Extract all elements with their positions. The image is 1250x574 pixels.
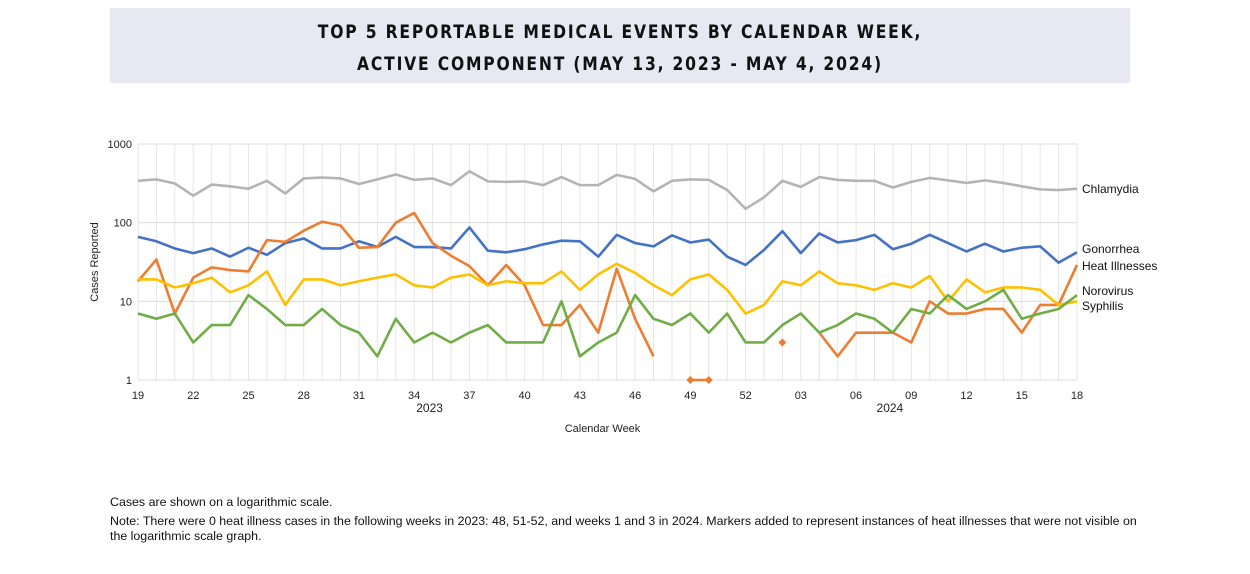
x-tick-label: 52 <box>739 390 751 402</box>
series-label: Norovirus <box>1082 284 1133 298</box>
x-tick-label: 25 <box>242 390 254 402</box>
x-tick-label: 19 <box>132 390 144 402</box>
x-tick-label: 28 <box>298 390 310 402</box>
series-line-chlamydia <box>137 169 1078 211</box>
y-tick-label: 10 <box>120 296 132 308</box>
x-tick-label: 37 <box>463 390 475 402</box>
y-tick-label: 100 <box>114 218 132 230</box>
x-tick-label: 12 <box>960 390 972 402</box>
x-tick-label: 46 <box>629 390 641 402</box>
x-tick-label: 03 <box>795 390 807 402</box>
title-banner: TOP 5 REPORTABLE MEDICAL EVENTS BY CALEN… <box>110 8 1130 83</box>
x-tick-label: 43 <box>574 390 586 402</box>
zero-cases-note: Note: There were 0 heat illness cases in… <box>110 514 1137 543</box>
x-tick-label: 22 <box>187 390 199 402</box>
y-axis-label: Cases Reported <box>89 222 101 302</box>
year-label: 2024 <box>877 401 904 415</box>
heat-illness-marker <box>778 338 787 347</box>
x-tick-label: 49 <box>684 390 696 402</box>
series-line-norovirus <box>138 262 1078 315</box>
chart-title-line-2: ACTIVE COMPONENT (MAY 13, 2023 - MAY 4, … <box>357 53 883 75</box>
heat-illness-marker <box>686 376 695 384</box>
series-label: Gonorrhea <box>1082 242 1140 256</box>
x-tick-label: 06 <box>850 390 862 402</box>
series-line-gonorrhea <box>137 226 1078 267</box>
x-tick-label: 09 <box>905 390 917 402</box>
log-scale-note: Cases are shown on a logarithmic scale. <box>110 495 333 509</box>
chart-title-line-1: TOP 5 REPORTABLE MEDICAL EVENTS BY CALEN… <box>317 21 923 43</box>
y-tick-label: 1 <box>126 375 132 387</box>
y-tick-label: 1000 <box>108 139 132 151</box>
series-label: Chlamydia <box>1082 182 1139 196</box>
x-tick-label: 31 <box>353 390 365 402</box>
x-tick-label: 18 <box>1071 390 1083 402</box>
year-label: 2023 <box>416 401 443 415</box>
x-axis-label: Calendar Week <box>565 423 641 435</box>
series-label: Syphilis <box>1082 299 1123 313</box>
heat-illness-marker <box>704 376 713 384</box>
series-line-syphilis <box>137 288 1078 358</box>
x-tick-label: 34 <box>408 390 420 402</box>
x-tick-label: 15 <box>1016 390 1028 402</box>
x-tick-label: 40 <box>519 390 531 402</box>
series-label: Heat Illnesses <box>1082 259 1157 273</box>
